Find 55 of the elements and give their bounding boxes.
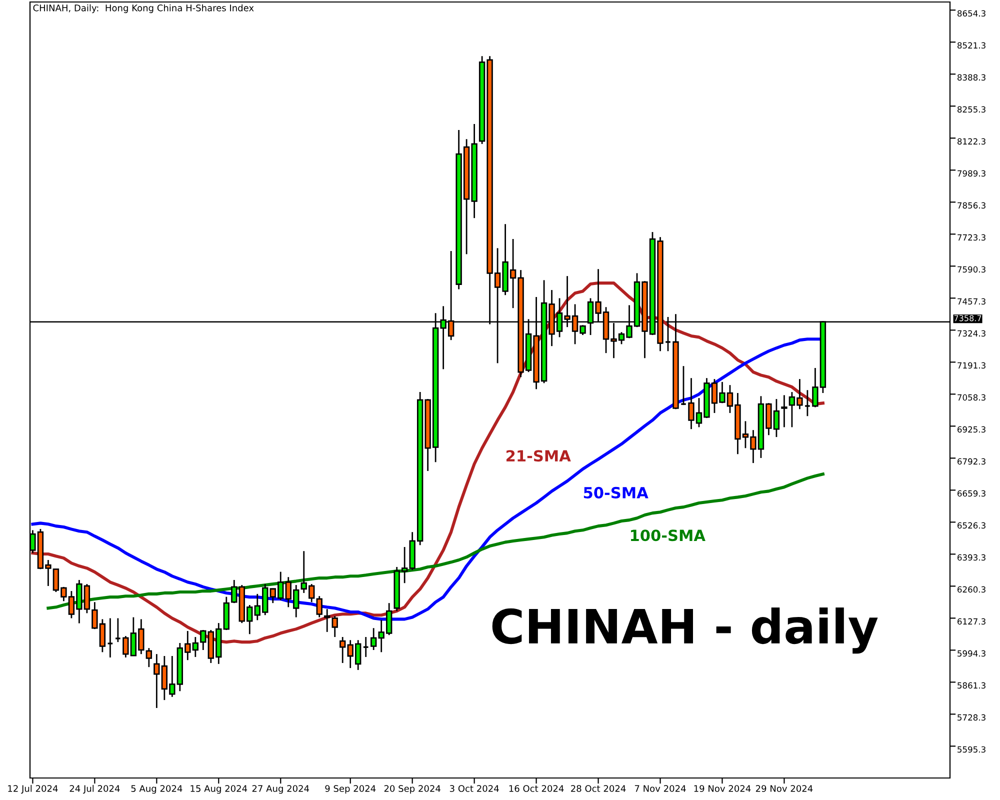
series-label: 100-SMA xyxy=(630,530,706,542)
y-tick-label: 8122.3 xyxy=(958,138,986,145)
y-tick-label: 7989.3 xyxy=(958,170,986,177)
x-tick-label: 12 Jul 2024 xyxy=(8,784,58,794)
x-tick-label: 29 Nov 2024 xyxy=(756,785,813,792)
y-tick-label: 8388.3 xyxy=(958,74,986,81)
x-tick-label: 3 Oct 2024 xyxy=(450,785,499,792)
x-tick-label: 19 Nov 2024 xyxy=(694,785,751,792)
y-tick-label: 8521.3 xyxy=(958,42,986,49)
candlestick xyxy=(146,647,152,668)
x-tick-label: 20 Sep 2024 xyxy=(384,785,440,794)
y-tick-label: 6792.3 xyxy=(958,458,986,465)
chart-title: CHINAH, Daily: Hong Kong China H-Shares Index xyxy=(33,4,254,14)
x-tick-label: 9 Sep 2024 xyxy=(325,785,376,794)
candlestick xyxy=(106,618,114,658)
x-tick-label: 7 Nov 2024 xyxy=(634,785,686,792)
y-tick-label: 8255.3 xyxy=(958,106,986,113)
x-tick-label: 24 Jul 2024 xyxy=(70,784,120,794)
series-label: 50-SMA xyxy=(584,486,648,498)
y-tick-label: 6127.3 xyxy=(958,618,986,625)
y-tick-label: 7191.3 xyxy=(958,362,986,369)
candlestick xyxy=(340,636,346,664)
y-tick-label: 7324.3 xyxy=(958,330,986,337)
y-tick-label: 6393.3 xyxy=(958,554,986,561)
y-tick-label: 7058.3 xyxy=(958,394,986,401)
x-tick-label: 27 Aug 2024 xyxy=(252,785,310,794)
y-tick-label: 8654.3 xyxy=(958,10,986,17)
candlestick xyxy=(114,618,122,643)
y-tick-label: 7723.3 xyxy=(958,234,986,241)
y-tick-label: 6925.3 xyxy=(958,426,986,433)
y-tick-label: 5595.3 xyxy=(958,746,986,753)
candlestick xyxy=(680,365,687,406)
y-tick-label: 6659.3 xyxy=(958,490,986,497)
candlestick xyxy=(324,608,330,633)
y-tick-label: 7457.3 xyxy=(958,298,986,305)
y-tick-label: 7856.3 xyxy=(958,202,986,209)
x-tick-label: 15 Aug 2024 xyxy=(190,785,248,794)
candlestick xyxy=(200,629,206,651)
candlestick xyxy=(362,636,370,658)
y-tick-label: 6260.3 xyxy=(958,586,986,593)
y-tick-label: 5994.3 xyxy=(958,650,986,657)
x-tick-label: 16 Oct 2024 xyxy=(509,785,564,792)
candlestick xyxy=(804,389,811,417)
y-tick-label: 5728.3 xyxy=(958,714,986,721)
annotation: CHINAH - daily xyxy=(492,608,878,654)
x-tick-label: 5 Aug 2024 xyxy=(131,785,182,794)
y-tick-label: 7590.3 xyxy=(958,266,986,273)
series-label: 21-SMA xyxy=(506,450,571,462)
ref-line-label: 7358.7 xyxy=(954,315,982,322)
candlestick xyxy=(332,615,338,638)
candlestick xyxy=(316,595,322,618)
y-tick-label: 6526.3 xyxy=(958,522,986,529)
candlestick xyxy=(781,394,788,428)
y-tick-label: 5861.3 xyxy=(958,682,986,689)
x-tick-label: 28 Oct 2024 xyxy=(571,785,626,792)
